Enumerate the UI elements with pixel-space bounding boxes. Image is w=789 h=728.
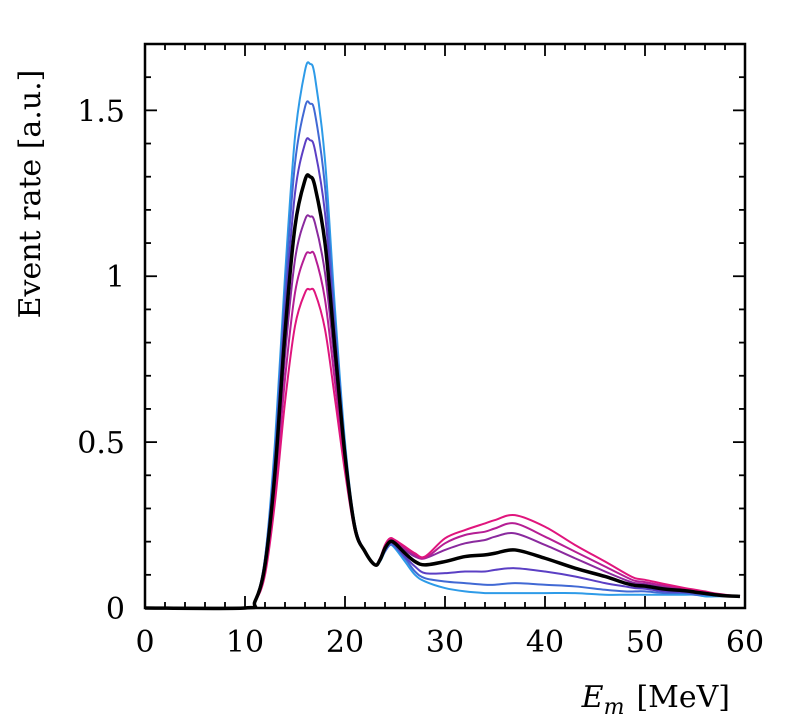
x-tick-label: 10 <box>226 625 264 660</box>
x-tick-label: 0 <box>135 625 154 660</box>
plot-frame <box>143 42 747 610</box>
series-line-4 <box>144 173 741 611</box>
y-tick-label: 1 <box>106 260 125 295</box>
series-line-1 <box>144 61 740 610</box>
series-line-6 <box>144 250 741 610</box>
y-axis-label: Event rate [a.u.] <box>13 70 48 319</box>
y-tick-label: 0.5 <box>77 426 125 461</box>
y-tick-label: 0 <box>106 592 125 627</box>
x-tick-label: 30 <box>426 625 464 660</box>
x-tick-label: 20 <box>326 625 364 660</box>
series-line-2 <box>144 100 741 610</box>
x-axis-label-unit: [MeV] <box>636 680 730 715</box>
series-layer <box>144 61 741 611</box>
x-axis-label-variable: E <box>581 680 604 715</box>
series-line-3 <box>144 137 741 610</box>
y-tick-label: 1.5 <box>77 94 125 129</box>
tick-marks <box>144 43 746 609</box>
x-axis-label-subscript: m <box>604 695 625 720</box>
x-axis-label: Em [MeV] <box>581 680 730 720</box>
series-line-7 <box>144 287 741 610</box>
x-tick-label: 50 <box>626 625 664 660</box>
series-line-5 <box>144 214 741 610</box>
x-tick-label: 60 <box>726 625 764 660</box>
x-tick-label: 40 <box>526 625 564 660</box>
tick-labels: 0 10 20 30 40 50 60 0 0.5 1 1.5 <box>77 94 764 660</box>
